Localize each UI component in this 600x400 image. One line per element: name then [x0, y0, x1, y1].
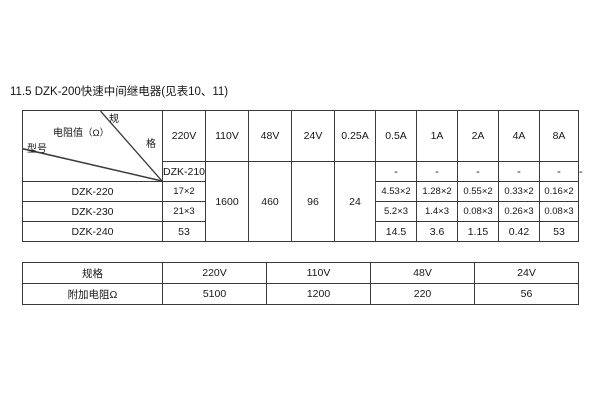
cell-current-value: 1.4×3 — [416, 201, 458, 222]
cell-current-value: 53 — [539, 221, 579, 242]
cell-current-value: - — [498, 161, 540, 182]
column-header-voltage: 48V — [248, 110, 292, 162]
cell-spec-voltage: 24V — [474, 262, 579, 284]
cell-current-value: 0.08×3 — [457, 201, 499, 222]
table-row: 规格 220V 110V 48V 24V — [22, 262, 579, 284]
cell-model: DZK-230 — [22, 201, 163, 222]
table-row: 附加电阻Ω 5100 1200 220 56 — [22, 283, 579, 305]
corner-label-model: 型号 — [27, 144, 47, 155]
corner-resistance-text: 电阻值 — [53, 128, 83, 139]
corner-label-resistance: 电阻值（Ω） — [53, 128, 109, 139]
corner-resistance-unit: （Ω） — [83, 128, 110, 139]
cell-current-value: - — [457, 161, 499, 182]
corner-header-cell: 规 格 电阻值（Ω） 型号 — [22, 110, 163, 182]
column-header-voltage: 24V — [291, 110, 335, 162]
cell-voltage-resistance: 460 — [248, 161, 292, 242]
row-header-spec: 规格 — [22, 262, 163, 284]
cell-current-value: 4.53×2 — [375, 181, 417, 202]
cell-voltage-resistance: 24 — [334, 161, 376, 242]
cell-current-value: 0.33×2 — [498, 181, 540, 202]
column-header-current: 0.25A — [334, 110, 376, 162]
cell-current-value: 0.42 — [498, 221, 540, 242]
cell-additional-resistance: 56 — [474, 283, 579, 305]
cell-current-value: 0.26×3 — [498, 201, 540, 222]
table-row: DZK-240 53 14.5 3.6 1.15 0.42 53 — [22, 221, 579, 242]
cell-voltage-resistance: 1600 — [205, 161, 249, 242]
relay-resistance-table: 规 格 电阻值（Ω） 型号 220V 110V 48V 24V 0.25A 0.… — [22, 110, 583, 242]
cell-additional-resistance: 1200 — [266, 283, 371, 305]
cell-spec-voltage: 48V — [370, 262, 475, 284]
column-header-current: 2A — [457, 110, 499, 162]
cell-model: DZK-240 — [22, 221, 163, 242]
cell-current-value: 0.08×3 — [539, 201, 579, 222]
column-header-current: 1A — [416, 110, 458, 162]
page-title: 11.5 DZK-200快速中间继电器(见表10、11) — [10, 86, 229, 98]
cell-current-value: 1.15 — [457, 221, 499, 242]
cell-current-value: 3.6 — [416, 221, 458, 242]
cell-current-value: 0.16×2 — [539, 181, 579, 202]
cell-voltage-resistance: 96 — [291, 161, 335, 242]
table-header-row: 规 格 电阻值（Ω） 型号 220V 110V 48V 24V 0.25A 0.… — [22, 110, 579, 182]
cell-model: DZK-220 — [22, 181, 163, 202]
column-header-current: 8A — [539, 110, 579, 162]
cell-current-value: - — [375, 161, 417, 182]
row-header-additional-resistance: 附加电阻Ω — [22, 283, 163, 305]
cell-model: DZK-210 — [162, 161, 206, 182]
column-header-current: 4A — [498, 110, 540, 162]
cell-current-value: 0.55×2 — [457, 181, 499, 202]
table-row: DZK-220 17×2 4.53×2 1.28×2 0.55×2 0.33×2… — [22, 181, 579, 202]
diagonal-divider-lines — [23, 111, 162, 181]
cell-current-value: 1.28×2 — [416, 181, 458, 202]
cell-current-value: 53 — [162, 221, 206, 242]
cell-current-value: - — [539, 161, 579, 182]
cell-current-value: - — [416, 161, 458, 182]
cell-additional-resistance: 5100 — [162, 283, 267, 305]
cell-current-value: 17×2 — [162, 181, 206, 202]
cell-current-value: 14.5 — [375, 221, 417, 242]
cell-additional-resistance: 220 — [370, 283, 475, 305]
column-header-current: 0.5A — [375, 110, 417, 162]
additional-resistance-table: 规格 220V 110V 48V 24V 附加电阻Ω 5100 1200 220… — [22, 262, 579, 305]
corner-label-spec-first: 规 — [109, 114, 119, 125]
cell-current-value: 21×3 — [162, 201, 206, 222]
corner-label-spec-second: 格 — [146, 139, 156, 150]
table-row: DZK-230 21×3 5.2×3 1.4×3 0.08×3 0.26×3 0… — [22, 201, 579, 222]
column-header-voltage: 220V — [162, 110, 206, 162]
cell-current-value: 5.2×3 — [375, 201, 417, 222]
cell-spec-voltage: 220V — [162, 262, 267, 284]
column-header-voltage: 110V — [205, 110, 249, 162]
cell-spec-voltage: 110V — [266, 262, 371, 284]
